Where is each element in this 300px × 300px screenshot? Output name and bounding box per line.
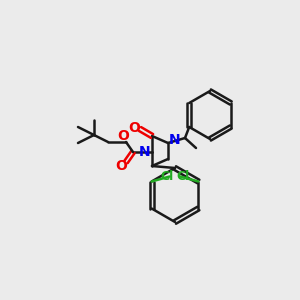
Text: O: O	[117, 129, 129, 143]
Text: N: N	[139, 145, 151, 159]
Text: Cl: Cl	[177, 170, 190, 183]
Text: O: O	[128, 121, 140, 135]
Text: Cl: Cl	[160, 170, 173, 183]
Text: O: O	[115, 159, 127, 173]
Text: N: N	[169, 133, 181, 147]
